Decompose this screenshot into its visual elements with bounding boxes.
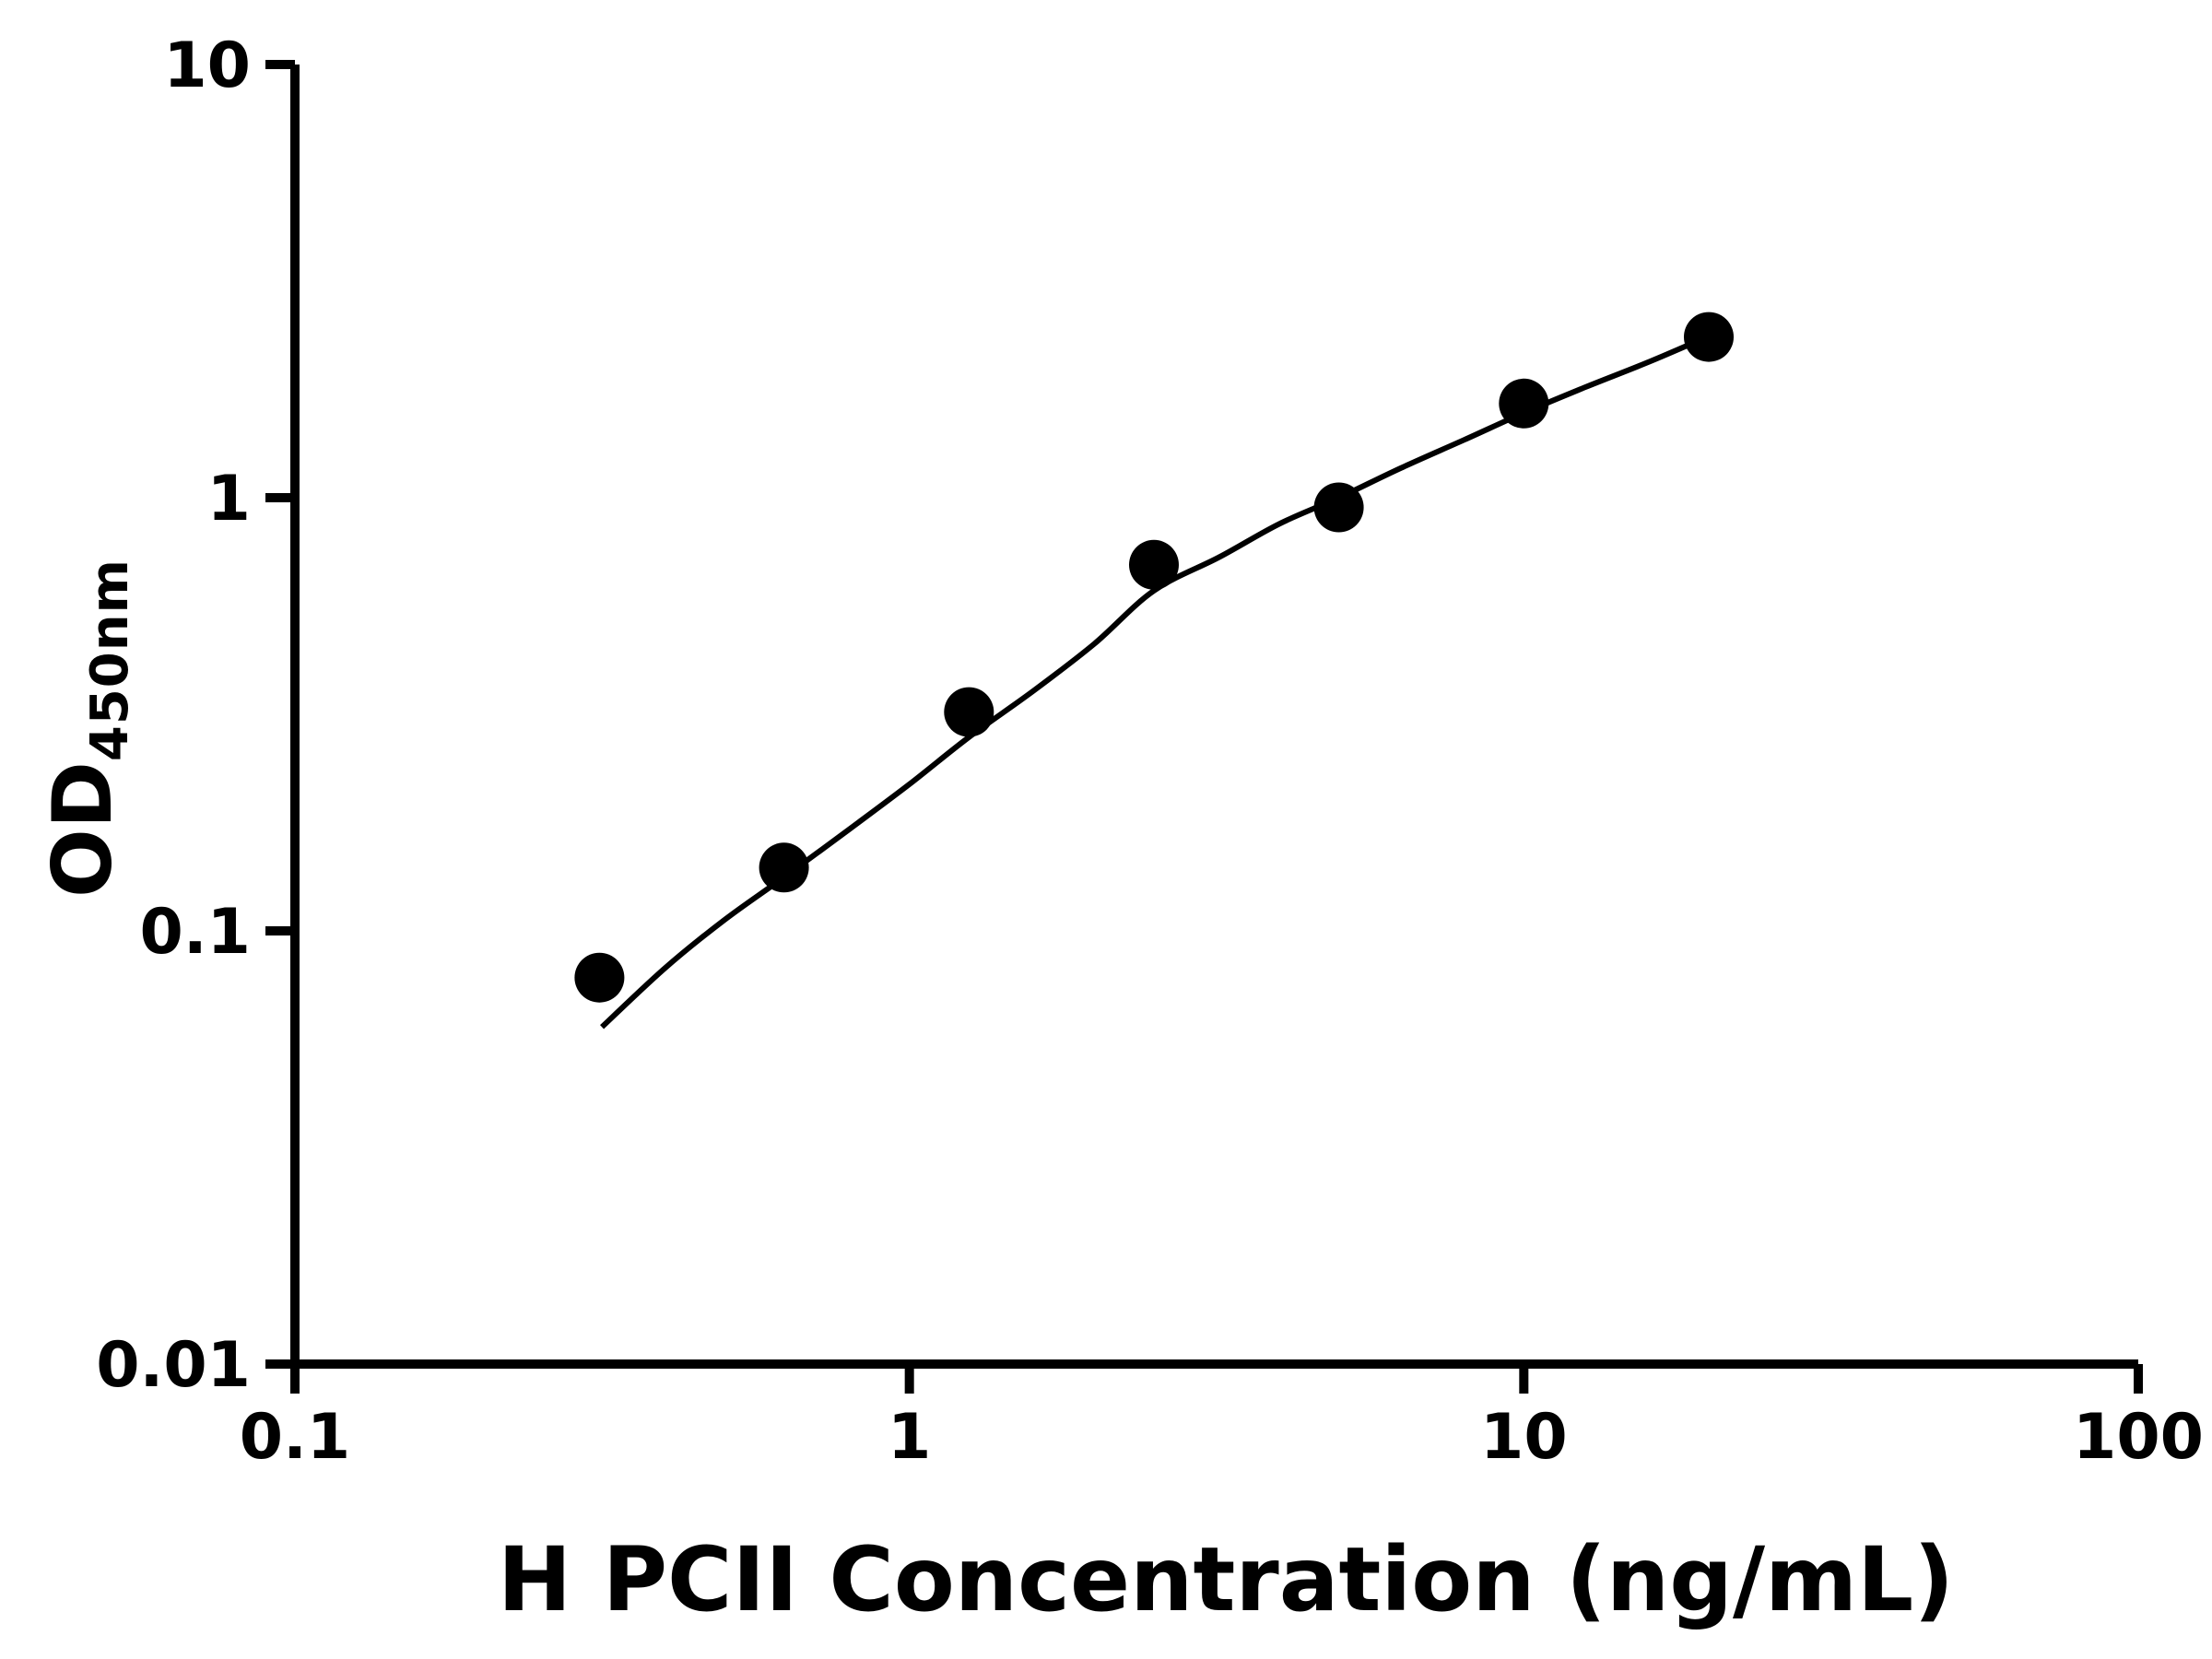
x-tick-label: 10 [1480, 1401, 1568, 1474]
axis-spine [290, 65, 2138, 1369]
x-tick-label: 100 [2073, 1401, 2204, 1474]
data-point [1499, 378, 1549, 429]
data-point [759, 842, 809, 893]
x-tick-label: 1 [888, 1401, 931, 1474]
data-point [1684, 312, 1734, 362]
data-point [1313, 482, 1364, 533]
x-tick-label: 0.1 [240, 1401, 350, 1474]
y-tick-label: 0.1 [140, 896, 251, 969]
x-axis-title: H PCII Concentration (ng/mL) [497, 1528, 1955, 1631]
data-point [574, 952, 625, 1003]
y-axis-title-sub: 450nm [80, 559, 140, 762]
fit-curve [600, 333, 1711, 1030]
data-point [1129, 539, 1179, 590]
y-tick-label: 1 [207, 463, 251, 535]
data-point [944, 687, 994, 737]
y-tick-label: 0.01 [96, 1329, 251, 1402]
y-axis-title: OD450nm [35, 559, 140, 898]
y-axis-title-main: OD [35, 761, 130, 898]
y-tick-label: 10 [163, 29, 251, 102]
